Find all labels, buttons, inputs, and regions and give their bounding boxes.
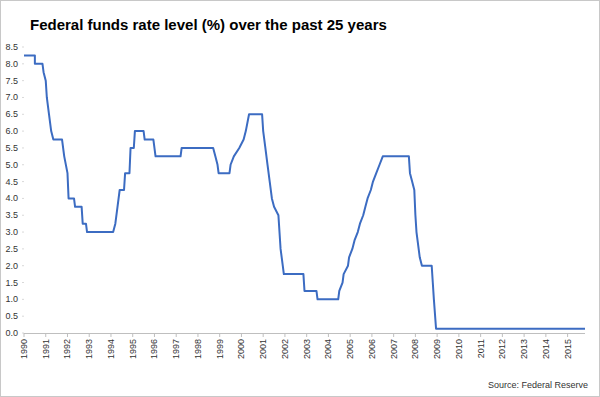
x-tick <box>110 333 111 337</box>
y-tick <box>22 63 24 64</box>
y-tick-label: 8.0 <box>5 59 18 69</box>
y-tick <box>22 215 24 216</box>
x-tick-label: 2001 <box>258 339 268 359</box>
y-tick-label: 8.5 <box>5 42 18 52</box>
x-tick-label: 1995 <box>128 339 138 359</box>
x-tick <box>393 333 394 337</box>
x-tick-label: 1994 <box>106 339 116 359</box>
y-tick <box>22 131 24 132</box>
x-tick-label: 2008 <box>410 339 420 359</box>
x-tick <box>350 333 351 337</box>
x-tick <box>132 333 133 337</box>
x-tick <box>415 333 416 337</box>
y-tick <box>22 80 24 81</box>
x-tick-label: 2010 <box>454 339 464 359</box>
x-tick <box>502 333 503 337</box>
x-tick-label: 2005 <box>345 339 355 359</box>
x-tick-label: 1993 <box>84 339 94 359</box>
x-tick <box>45 333 46 337</box>
x-tick <box>545 333 546 337</box>
x-tick <box>67 333 68 337</box>
x-tick <box>197 333 198 337</box>
x-tick <box>263 333 264 337</box>
y-tick <box>22 181 24 182</box>
x-tick <box>567 333 568 337</box>
y-tick <box>22 198 24 199</box>
source: Source: Federal Reserve <box>488 380 588 390</box>
y-tick-label: 4.0 <box>5 193 18 203</box>
x-tick <box>24 333 25 337</box>
x-tick-label: 2009 <box>432 339 442 359</box>
y-tick-label: 2.0 <box>5 261 18 271</box>
y-tick <box>22 147 24 148</box>
plot-area <box>24 55 585 328</box>
chart: Federal funds rate level (%) over the pa… <box>0 0 600 397</box>
x-tick-label: 2006 <box>367 339 377 359</box>
y-tick <box>22 299 24 300</box>
frame <box>1 1 600 397</box>
x-tick-label: 2002 <box>280 339 290 359</box>
y-tick <box>22 114 24 115</box>
y-tick-label: 7.5 <box>5 76 18 86</box>
x-tick-label: 1999 <box>215 339 225 359</box>
y-tick-label: 5.5 <box>5 143 18 153</box>
x-tick-label: 1997 <box>171 339 181 359</box>
y-tick-label: 3.0 <box>5 227 18 237</box>
y-tick-label: 6.0 <box>5 126 18 136</box>
x-tick-label: 2003 <box>302 339 312 359</box>
x-tick <box>176 333 177 337</box>
y-tick-label: 0.0 <box>5 328 18 338</box>
x-tick-label: 2012 <box>497 339 507 359</box>
y-tick <box>22 232 24 233</box>
y-tick-label: 4.5 <box>5 177 18 187</box>
y-tick <box>22 282 24 283</box>
x-tick-label: 2000 <box>236 339 246 359</box>
title: Federal funds rate level (%) over the pa… <box>30 16 387 33</box>
y-tick-label: 7.0 <box>5 92 18 102</box>
x-tick-label: 2013 <box>519 339 529 359</box>
x-tick <box>241 333 242 337</box>
x-tick-label: 1996 <box>149 339 159 359</box>
x-tick <box>458 333 459 337</box>
x-tick <box>371 333 372 337</box>
y-tick-label: 6.5 <box>5 109 18 119</box>
x-tick-label: 1998 <box>193 339 203 359</box>
x-tick <box>284 333 285 337</box>
rate-line <box>24 55 585 328</box>
y-tick <box>22 47 24 48</box>
y-tick <box>22 97 24 98</box>
y-tick-label: 0.5 <box>5 311 18 321</box>
y-tick <box>22 164 24 165</box>
x-tick <box>437 333 438 337</box>
x-tick <box>480 333 481 337</box>
y-tick-label: 1.5 <box>5 278 18 288</box>
x-tick-label: 1992 <box>62 339 72 359</box>
x-tick-label: 2015 <box>563 339 573 359</box>
x-tick-label: 2007 <box>389 339 399 359</box>
y-tick <box>22 248 24 249</box>
y-tick-label: 1.0 <box>5 294 18 304</box>
x-tick <box>154 333 155 337</box>
x-tick <box>219 333 220 337</box>
x-tick-label: 1991 <box>41 339 51 359</box>
y-tick <box>22 265 24 266</box>
y-tick-label: 2.5 <box>5 244 18 254</box>
x-tick <box>524 333 525 337</box>
x-axis <box>24 333 585 334</box>
y-tick <box>22 316 24 317</box>
x-tick-label: 2004 <box>323 339 333 359</box>
x-tick-label: 1990 <box>19 339 29 359</box>
x-tick-label: 2014 <box>541 339 551 359</box>
x-tick <box>306 333 307 337</box>
x-tick-label: 2011 <box>476 339 486 358</box>
y-tick-label: 3.5 <box>5 210 18 220</box>
x-tick <box>89 333 90 337</box>
x-tick <box>328 333 329 337</box>
y-tick-label: 5.0 <box>5 160 18 170</box>
